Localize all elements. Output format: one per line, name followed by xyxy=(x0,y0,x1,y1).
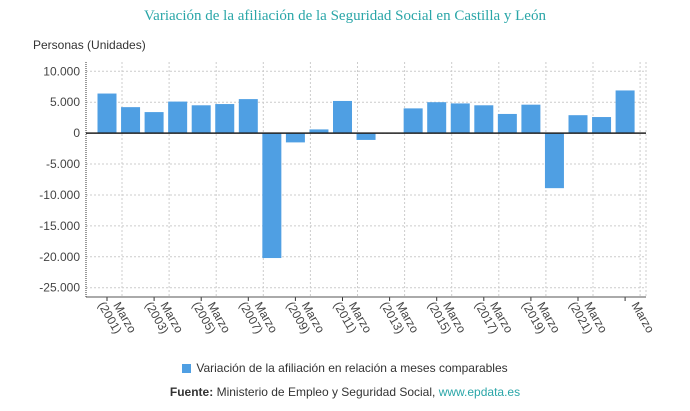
x-tick-label: Marzo(2011) xyxy=(331,293,375,343)
x-tick-label: Marzo(2019) xyxy=(519,293,563,343)
y-tick-label: -10.000 xyxy=(39,188,80,202)
bar xyxy=(215,104,235,134)
y-tick-label: 0 xyxy=(73,126,80,140)
bar xyxy=(144,112,164,134)
bar xyxy=(333,100,352,134)
bar xyxy=(168,101,188,134)
y-tick-label: 5.000 xyxy=(50,95,80,109)
legend: Variación de la afiliación en relación a… xyxy=(0,361,690,375)
bar xyxy=(615,90,635,134)
y-tick-label: 10.000 xyxy=(43,64,80,78)
source-label: Fuente: xyxy=(169,385,214,399)
bar xyxy=(568,115,588,134)
bar xyxy=(356,133,376,140)
legend-swatch xyxy=(182,364,192,373)
x-tick-label: Marzo(2017) xyxy=(472,293,516,343)
bar xyxy=(238,99,258,134)
x-tick-label: Marzo(2009) xyxy=(284,293,328,343)
bar xyxy=(474,105,494,134)
x-tick-label: Marzo(2001) xyxy=(95,293,139,343)
bar xyxy=(427,102,447,134)
x-tick-label: Marzo(2007) xyxy=(236,293,280,343)
source-link[interactable]: www.epdata.es xyxy=(438,385,521,399)
source-note: Fuente: Ministerio de Empleo y Seguridad… xyxy=(0,385,690,399)
y-tick-label: -15.000 xyxy=(39,219,80,233)
bar xyxy=(497,113,517,134)
bar xyxy=(403,108,423,134)
bar xyxy=(544,133,564,189)
bar xyxy=(450,103,470,134)
bar xyxy=(592,117,612,134)
bar xyxy=(521,104,541,134)
x-tick-label: Marzo(2005) xyxy=(189,293,233,343)
bar-chart: 10.000 5.000 0 -5.000 -10.000 -15.000 -20.000 -… xyxy=(39,62,658,343)
bar xyxy=(97,93,117,134)
bar xyxy=(309,129,329,134)
x-tick-label: Marzo xyxy=(629,300,658,336)
bar xyxy=(262,133,282,259)
y-tick-label: -20.000 xyxy=(39,250,80,264)
bar xyxy=(121,107,141,134)
x-tick-label: Marzo(2003) xyxy=(142,293,186,343)
legend-label: Variación de la afiliación en relación a… xyxy=(196,361,508,375)
y-tick-label: -5.000 xyxy=(46,157,80,171)
x-tick-label: Marzo(2021) xyxy=(566,293,610,343)
x-tick-label: Marzo(2015) xyxy=(425,293,469,343)
x-tick-label: Marzo(2013) xyxy=(378,293,422,343)
source-text: Ministerio de Empleo y Seguridad Social, xyxy=(216,385,436,399)
chart-title: Variación de la afiliación de la Segurid… xyxy=(144,8,546,24)
bar xyxy=(285,133,305,143)
y-axis-label: Personas (Unidades) xyxy=(33,38,146,52)
bar xyxy=(191,105,211,134)
y-tick-label: -25.000 xyxy=(39,281,80,295)
